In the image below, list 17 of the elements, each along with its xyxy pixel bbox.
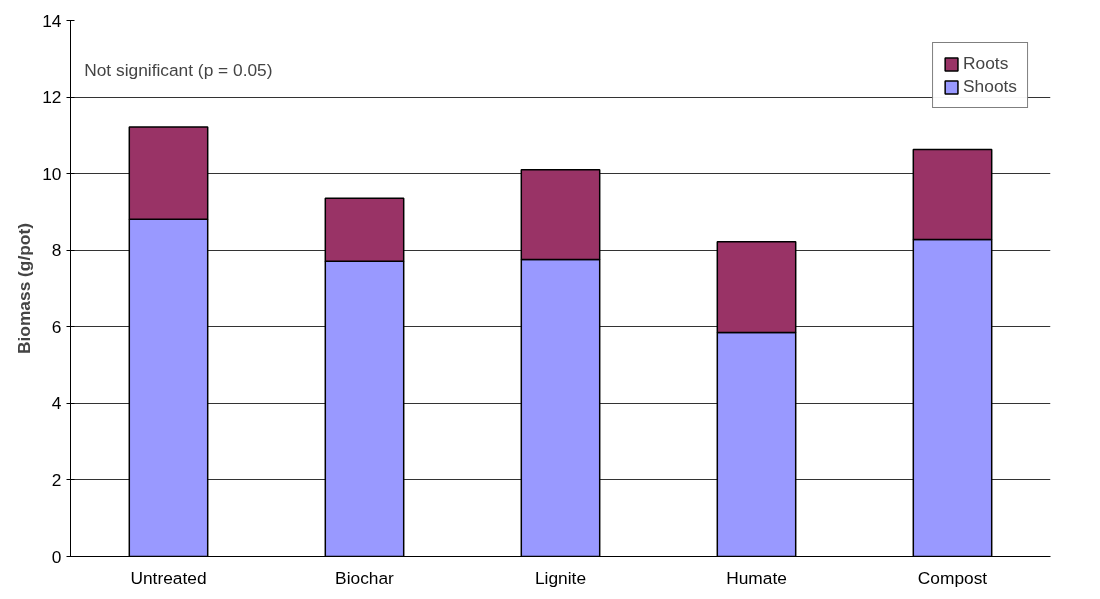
- x-tick-label: Humate: [726, 567, 787, 588]
- y-tick-label: 14: [42, 10, 62, 31]
- x-tick-label: Untreated: [130, 567, 207, 588]
- y-axis-title: Biomass (g/pot): [14, 223, 35, 354]
- annotation: Not significant (p = 0.05): [84, 59, 273, 80]
- y-tick-label: 12: [42, 87, 62, 108]
- x-tick-label: Lignite: [534, 567, 587, 588]
- y-tick-label: 8: [51, 240, 62, 261]
- legend-label: Shoots: [963, 76, 1017, 97]
- x-tick-label: Compost: [917, 567, 988, 588]
- x-tick-label: Biochar: [335, 567, 395, 588]
- y-tick-label: 4: [51, 393, 62, 414]
- y-tick-label: 0: [51, 546, 62, 567]
- y-tick-label: 6: [51, 316, 62, 337]
- y-tick-label: 2: [51, 469, 62, 490]
- y-tick-label: 10: [42, 163, 62, 184]
- legend-label: Roots: [963, 53, 1009, 74]
